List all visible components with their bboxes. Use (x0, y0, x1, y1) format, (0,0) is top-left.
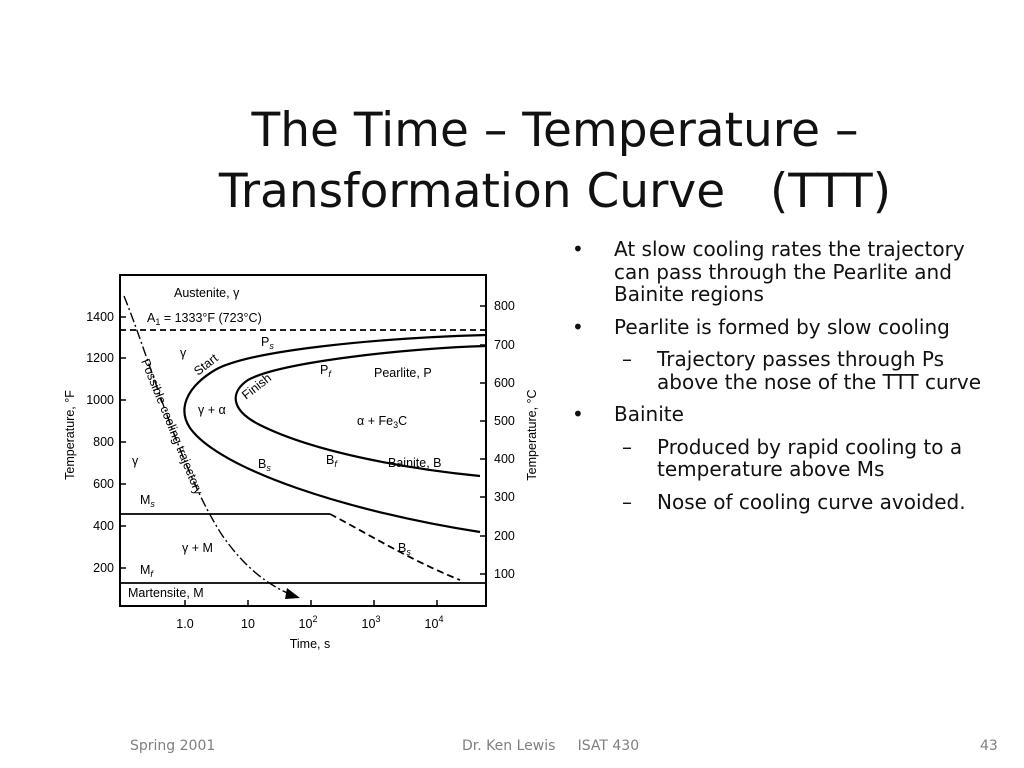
cooling-trajectory-label: Possible cooling trajectory (138, 357, 206, 498)
left-tick-label: 1200 (86, 351, 114, 365)
x-tick-label: 103 (362, 614, 381, 631)
pf-label: Pf (320, 363, 332, 379)
left-tick-label: 1400 (86, 310, 114, 324)
left-tick-label: 200 (93, 561, 114, 575)
a1-label: A1 = 1333°F (723°C) (147, 311, 262, 327)
gamma-alpha-label: γ + α (198, 403, 226, 417)
sub-bullet-item: Trajectory passes through Ps above the n… (570, 348, 1000, 393)
ms-label: Ms (140, 493, 155, 509)
sub-bullet-item: Produced by rapid cooling to a temperatu… (570, 435, 1000, 481)
bullet-item: Bainite (570, 403, 1000, 426)
gamma-lower-label: γ (132, 454, 139, 468)
martensite-label: Martensite, M (128, 586, 204, 600)
x-tick-label: 104 (425, 614, 444, 631)
gamma-m-label: γ + M (182, 541, 213, 555)
gamma-label: γ (180, 346, 187, 360)
footer-date: Spring 2001 (130, 738, 216, 754)
slide-title-line1: The Time – Temperature – (251, 103, 859, 158)
right-tick-label: 300 (494, 490, 515, 504)
diagram-frame (119, 274, 487, 607)
left-tick-label: 800 (93, 435, 114, 449)
x-tick-label: 102 (299, 614, 318, 631)
bs-lower-label: Bs (398, 541, 411, 557)
left-axis (120, 316, 126, 569)
start-label: Start (191, 351, 221, 379)
sub-bullet-item: Nose of cooling curve avoided. (570, 490, 1000, 514)
bainite-label: Bainite, B (388, 456, 442, 470)
cooling-trajectory (123, 295, 293, 596)
right-tick-label: 200 (494, 529, 515, 543)
ttt-diagram: 1400 1200 1000 800 600 400 200 Temperatu… (63, 274, 539, 651)
x-axis-label: Time, s (290, 637, 331, 651)
ps-label: Ps (261, 335, 274, 351)
right-axis-label: Temperature, °C (525, 389, 539, 480)
left-tick-label: 600 (93, 477, 114, 491)
slide-title: The Time – Temperature – Transformation … (180, 100, 930, 222)
bf-label: Bf (326, 453, 338, 469)
footer-page-number: 43 (980, 738, 998, 754)
slide-title-line2: Transformation Curve (TTT) (218, 164, 892, 219)
finish-curve (234, 344, 487, 478)
left-tick-label: 1000 (86, 393, 114, 407)
mf-label: Mf (140, 563, 154, 579)
x-axis (184, 600, 438, 606)
left-tick-label: 400 (93, 519, 114, 533)
right-tick-label: 700 (494, 338, 515, 352)
right-tick-label: 600 (494, 376, 515, 390)
pearlite-label: Pearlite, P (374, 366, 432, 380)
left-axis-label: Temperature, °F (63, 390, 77, 480)
austenite-label: Austenite, γ (174, 286, 240, 300)
footer-author: Dr. Ken Lewis ISAT 430 (462, 738, 640, 754)
bs-label: Bs (258, 457, 271, 473)
right-tick-label: 800 (494, 299, 515, 313)
trajectory-arrowhead (285, 588, 300, 599)
x-tick-label: 1.0 (176, 617, 193, 631)
right-tick-label: 100 (494, 567, 515, 581)
right-tick-label: 400 (494, 452, 515, 466)
x-tick-label: 10 (241, 617, 255, 631)
bullet-item: At slow cooling rates the trajectory can… (570, 238, 1000, 306)
bullet-list: At slow cooling rates the trajectory can… (570, 238, 1000, 523)
bullet-item: Pearlite is formed by slow cooling (570, 315, 1000, 339)
bs-dashed-curve (329, 513, 461, 581)
right-tick-label: 500 (494, 414, 515, 428)
alpha-fe3c-label: α + Fe3C (357, 414, 407, 430)
start-curve (183, 333, 487, 534)
